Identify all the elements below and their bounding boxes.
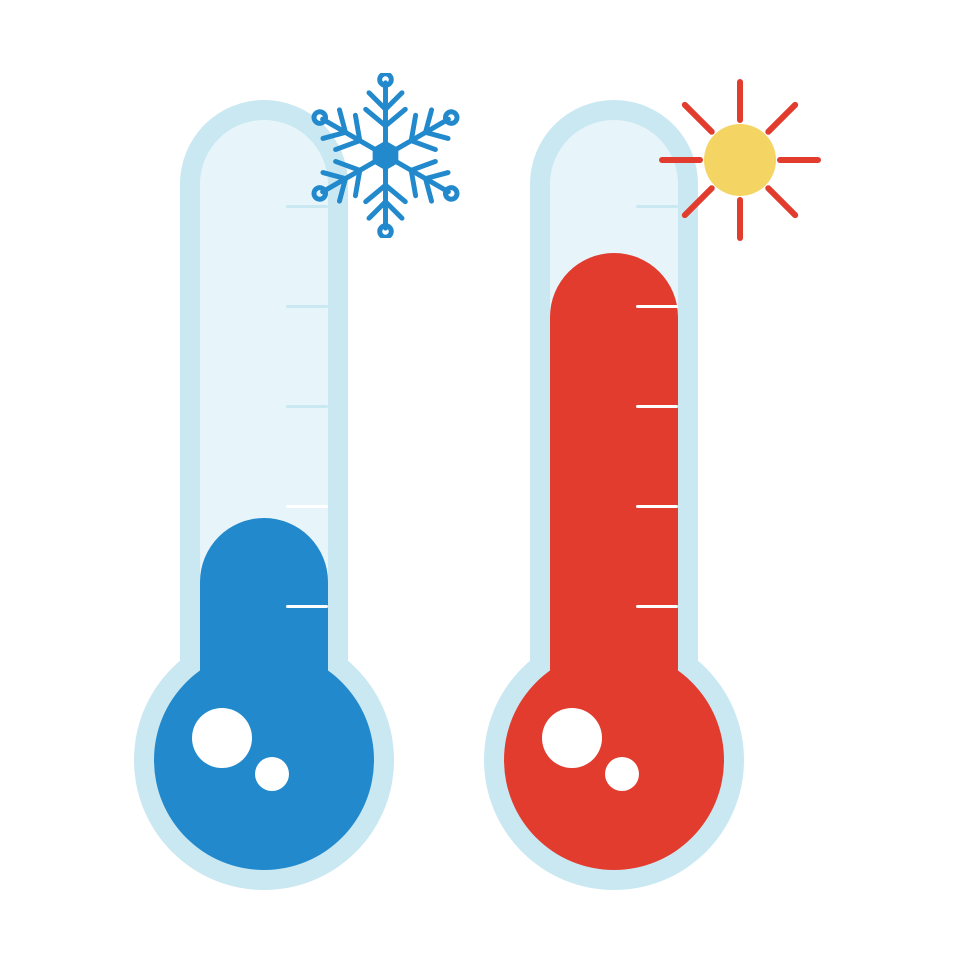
hot-tick-1: [636, 305, 678, 308]
hot-highlight-small: [605, 757, 639, 791]
hot-tick-4: [636, 605, 678, 608]
snowflake-icon: [303, 73, 468, 238]
sun-icon: [657, 77, 823, 243]
hot-thermometer: [0, 0, 980, 980]
hot-tick-2: [636, 405, 678, 408]
hot-tick-3: [636, 505, 678, 508]
hot-highlight-large: [542, 708, 602, 768]
